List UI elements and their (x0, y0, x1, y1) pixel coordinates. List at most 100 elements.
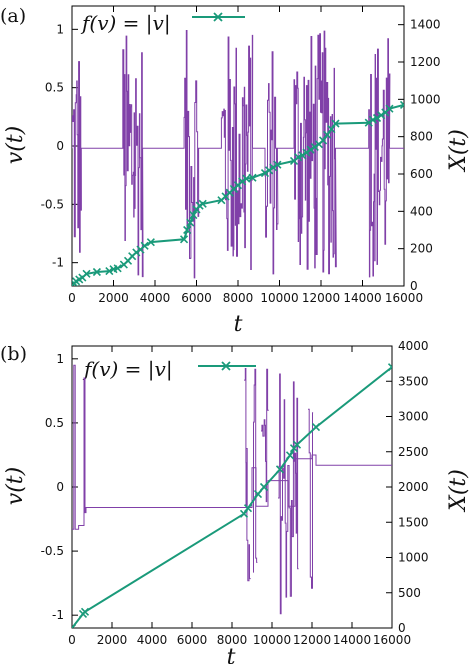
panel-a-left-tick-label: 0 (56, 139, 64, 153)
panel-a-displacement-point (179, 235, 189, 244)
panel-b-x-tick-label: 8000 (217, 633, 248, 647)
panel-b-velocity-burst (244, 368, 251, 582)
panel-a-legend: f(v) = |v| (80, 11, 245, 36)
panel-a-displacement-point (146, 238, 155, 247)
panel-a-displacement-point (105, 267, 114, 276)
panel-a-left-tick-label: 0.5 (45, 81, 64, 95)
panel-a-displacement-point (113, 264, 122, 273)
panel-b-x-tick-label: 12000 (293, 633, 331, 647)
panel-a-displacement-point (260, 169, 270, 178)
panel-b-x-tick-label: 6000 (177, 633, 208, 647)
panel-a-displacement-point (294, 153, 303, 162)
panel-b-left-axis-label: v(t) (3, 467, 28, 505)
panel-a-legend-text: f(v) = |v| (80, 11, 171, 36)
panel-a-x-tick-label: 6000 (181, 291, 212, 305)
panel-a-displacement-point (327, 125, 336, 134)
panel-b-right-tick-label: 500 (398, 586, 421, 600)
panel-a-displacement-point (319, 136, 328, 145)
panel-a-left-axis-label: v(t) (3, 126, 28, 164)
panel-b-x-tick-label: 14000 (333, 633, 371, 647)
panel-a-displacement-point (399, 100, 404, 109)
panel-a-x-tick-label: 8000 (223, 291, 254, 305)
panel-a-displacement-point (132, 248, 141, 257)
panel-a-displacement-point (140, 241, 149, 250)
panel-a-displacement-point (323, 130, 332, 139)
panel-a-chart: (a) t v(t) X(t) f(v) = |v| 0 2000 4000 6000… (0, 5, 471, 337)
panel-a-left-tick-label: -1 (52, 256, 64, 270)
panel-b-displacement-point (259, 482, 269, 492)
panel-b-right-tick-label: 4000 (398, 339, 429, 353)
panel-a-displacement-point (265, 166, 274, 175)
panel-b-x-tick-label: 10000 (253, 633, 291, 647)
panel-b-velocity-burst (261, 368, 269, 503)
panel-a-x-tick-label: 10000 (260, 291, 298, 305)
panel-a-displacement-point (331, 119, 340, 128)
panel-b-right-tick-label: 0 (398, 621, 406, 635)
panel-b-label: (b) (0, 343, 27, 365)
panel-b-x-tick-label: 4000 (137, 633, 168, 647)
panel-a-displacement-point (310, 142, 319, 151)
panel-b-displacement-point (72, 623, 77, 628)
panel-a-displacement-point (186, 218, 195, 227)
panel-b-right-tick-label: 2000 (398, 480, 429, 494)
panel-a-x-tick-label: 12000 (302, 291, 340, 305)
panel-a-displacement-point (238, 177, 247, 186)
panel-a-right-tick-label: 0 (410, 279, 418, 293)
panel-b-legend-marker (221, 361, 231, 371)
panel-a-x-tick-label: 4000 (140, 291, 171, 305)
panel-b-legend: f(v) = |v| (82, 357, 256, 382)
panel-b-displacement-point (80, 607, 90, 616)
panel-a-displacement-point (183, 225, 192, 235)
panel-b-left-tick-label: -1 (52, 608, 64, 622)
panel-a-displacement-point (372, 113, 382, 123)
panel-a-right-axis-label: X(t) (446, 129, 471, 173)
panel-a-label: (a) (0, 5, 26, 27)
panel-b-displacement-point (253, 489, 263, 499)
panel-a-displacement-point (302, 148, 311, 157)
panel-a-x-tick-label: 0 (68, 291, 76, 305)
panel-b-velocity-burst (308, 408, 314, 589)
panel-b-velocity-burst (253, 368, 258, 573)
panel-b-displacement-point (275, 465, 285, 474)
panel-b-x-tick-label: 0 (68, 633, 76, 647)
panel-b-plot-area (72, 363, 392, 628)
panel-a-displacement-point (385, 104, 394, 113)
panel-a-right-tick-label: 800 (410, 130, 433, 144)
panel-b-velocity-burst (278, 373, 299, 615)
panel-a-displacement-point (306, 145, 315, 154)
panel-b-left-tick-label: 0.5 (45, 416, 64, 430)
panel-b-displacement-point (239, 509, 249, 518)
panel-a-displacement-point (377, 111, 386, 120)
panel-a-displacement-point (242, 174, 251, 183)
panel-b-displacement-point (311, 423, 321, 432)
panel-a-plot-area (72, 30, 404, 286)
panel-b-left-tick-label: 0 (56, 480, 64, 494)
panel-a-legend-marker (213, 12, 223, 22)
panel-a-displacement-point (189, 211, 198, 220)
panel-a-displacement-point (364, 118, 373, 127)
panel-a-right-tick-label: 1400 (410, 18, 441, 32)
panel-a-displacement-point (82, 269, 91, 278)
panel-b-legend-text: f(v) = |v| (82, 357, 173, 382)
panel-a-displacement-point (368, 115, 377, 124)
panel-b-displacement-point (292, 440, 302, 449)
panel-a-right-tick-label: 600 (410, 167, 433, 181)
panel-a-displacement-point (273, 160, 282, 169)
panel-a-right-tick-label: 400 (410, 204, 433, 218)
panel-a-right-tick-label: 200 (410, 242, 433, 256)
panel-a-displacement-point (92, 267, 101, 277)
panel-a-velocity-line (72, 30, 404, 279)
panel-b-displacement-point (243, 504, 253, 513)
panel-b-x-axis-label: t (227, 645, 236, 664)
panel-b-right-tick-label: 1500 (398, 515, 429, 529)
panel-b-displacement-point (387, 363, 392, 372)
panel-a-right-tick-label: 1200 (410, 55, 441, 69)
panel-b-displacement-point (285, 451, 295, 460)
panel-a-x-tick-label: 14000 (343, 291, 381, 305)
panel-b-right-tick-label: 2500 (398, 445, 429, 459)
panel-a-displacement-point (298, 151, 307, 160)
panel-a-displacement-point (248, 173, 257, 182)
panel-b-frame (71, 345, 393, 629)
panel-b-x-tick-label: 16000 (373, 633, 411, 647)
